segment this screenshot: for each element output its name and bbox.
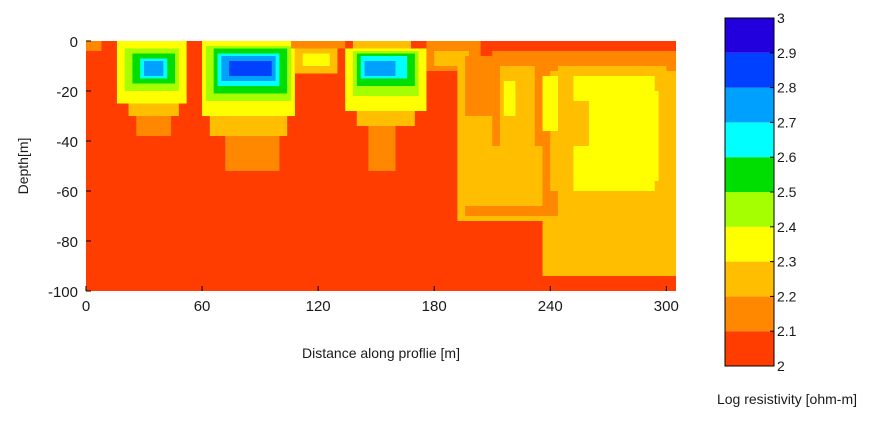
x-tick-label: 240 — [538, 298, 563, 315]
y-tick-label: -100 — [48, 284, 78, 301]
colorbar-segment — [725, 18, 774, 53]
resistivity-cell — [542, 76, 558, 131]
colorbar-tick-label: 2.5 — [777, 184, 797, 200]
resistivity-cell — [368, 126, 396, 171]
colorbar-tick-label: 2.9 — [777, 45, 797, 61]
x-axis-label: Distance along proflie [m] — [302, 345, 460, 361]
resistivity-cell — [565, 101, 589, 146]
y-tick-label: -80 — [56, 234, 78, 251]
resistivity-cell — [291, 41, 346, 49]
resistivity-cell — [209, 116, 288, 136]
x-tick-label: 0 — [82, 298, 90, 315]
colorbar-segment — [725, 296, 774, 332]
resistivity-cell — [538, 53, 558, 71]
colorbar-tick-label: 2.8 — [777, 80, 797, 96]
y-axis-label: Depth[m] — [15, 138, 31, 195]
plot-area — [86, 41, 676, 291]
resistivity-cell — [542, 216, 676, 276]
resistivity-cell — [356, 111, 415, 126]
colorbar-segment — [725, 331, 774, 366]
x-axis: 0 60 120 180 240 300 — [82, 286, 679, 315]
resistivity-cell — [364, 61, 396, 76]
y-tick-label: -60 — [56, 184, 78, 201]
colorbar-segment — [725, 157, 774, 192]
resistivity-cell — [128, 103, 179, 116]
colorbar-tick-label: 2.4 — [777, 219, 797, 235]
resistivity-cell — [465, 206, 528, 216]
resistivity-cell — [225, 136, 280, 171]
y-axis: 0 -20 -40 -60 -80 -100 — [48, 34, 91, 301]
resistivity-cell — [144, 61, 164, 76]
resistivity-cell — [302, 53, 330, 66]
resistivity-cell — [136, 116, 172, 136]
resistivity-cell — [86, 41, 102, 51]
resistivity-cell — [542, 191, 558, 216]
colorbar-label: Log resistivity [ohm-m] — [717, 391, 857, 407]
x-tick-label: 120 — [306, 298, 331, 315]
x-tick-label: 180 — [422, 298, 447, 315]
resistivity-cell — [465, 56, 493, 116]
y-tick-label: -40 — [56, 134, 78, 151]
resistivity-cell — [229, 61, 272, 76]
colorbar-segment — [725, 261, 774, 297]
colorbar-segment — [725, 52, 774, 88]
colorbar-segment — [725, 122, 774, 158]
colorbar-tick-label: 2.2 — [777, 288, 797, 304]
colorbar-tick-label: 2.6 — [777, 149, 797, 165]
colorbar-tick-label: 2.7 — [777, 114, 797, 130]
colorbar: 2 2.1 2.2 2.3 2.4 2.5 2.6 2.7 2.8 2.9 3 — [724, 10, 797, 374]
resistivity-cell — [465, 146, 543, 206]
resistivity-cell — [585, 91, 659, 181]
colorbar-segment — [725, 226, 774, 262]
colorbar-segment — [725, 192, 774, 227]
colorbar-tick-label: 2.3 — [777, 254, 797, 270]
y-tick-label: 0 — [70, 34, 78, 51]
x-tick-label: 300 — [654, 298, 679, 315]
y-tick-label: -20 — [56, 84, 78, 101]
colorbar-tick-label: 3 — [777, 10, 785, 26]
resistivity-cell — [352, 41, 411, 51]
colorbar-tick-label: 2 — [777, 358, 785, 374]
colorbar-tick-label: 2.1 — [777, 323, 797, 339]
x-tick-label: 60 — [194, 298, 211, 315]
colorbar-segment — [725, 87, 774, 123]
resistivity-cell — [503, 81, 516, 116]
